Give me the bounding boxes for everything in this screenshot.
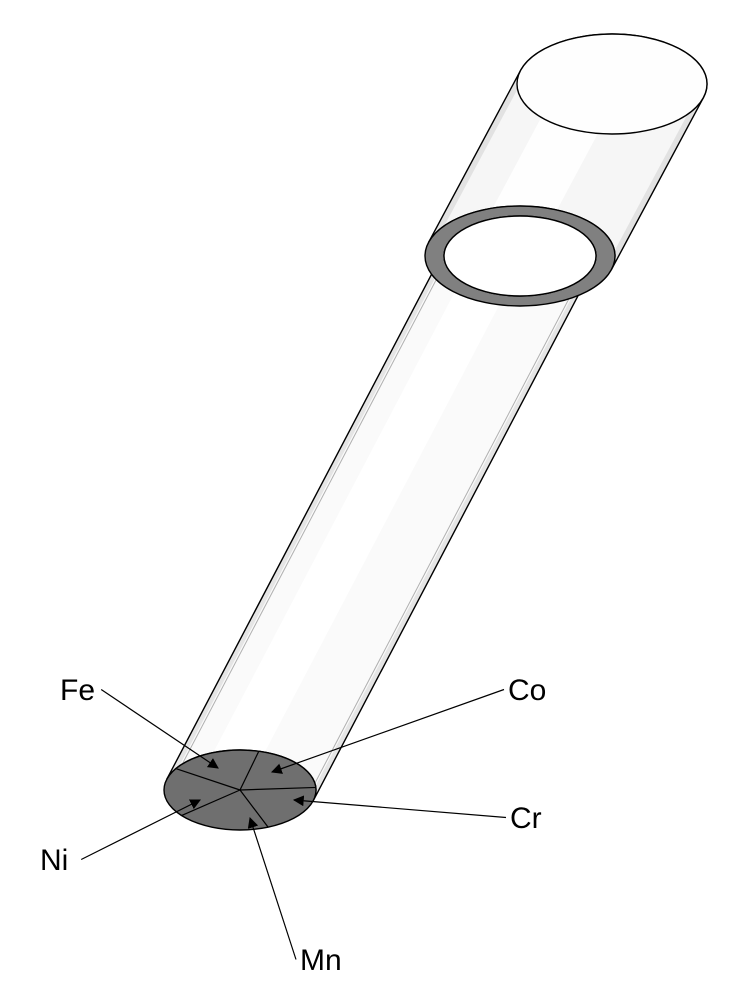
shaft-top-face <box>444 216 596 296</box>
label-mn: Mn <box>300 944 342 977</box>
label-fe: Fe <box>60 674 95 707</box>
cap-top-face <box>517 34 707 134</box>
label-co: Co <box>508 674 546 707</box>
label-ni: Ni <box>40 844 68 877</box>
label-cr: Cr <box>510 802 542 835</box>
